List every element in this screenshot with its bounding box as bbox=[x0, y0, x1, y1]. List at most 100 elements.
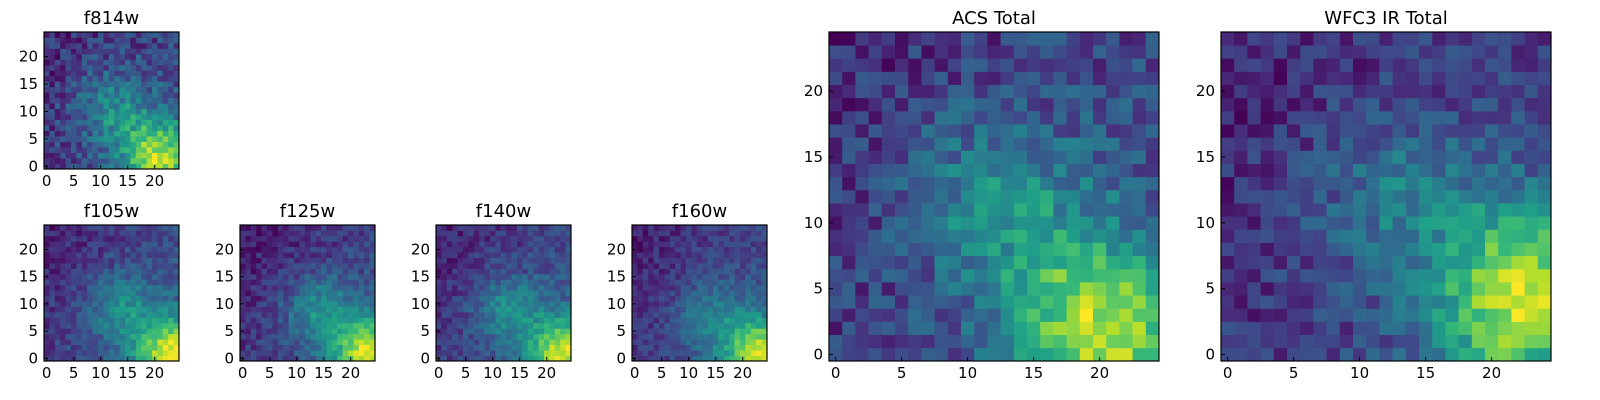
heatmap-cell bbox=[130, 328, 137, 335]
heatmap-cell bbox=[522, 317, 529, 324]
heatmap-cell bbox=[740, 333, 746, 340]
heatmap-cell bbox=[348, 225, 354, 231]
heatmap-cell bbox=[1392, 189, 1407, 204]
heatmap-cell bbox=[473, 284, 480, 291]
heatmap-cell bbox=[1524, 84, 1539, 99]
heatmap-cell bbox=[517, 322, 523, 329]
heatmap-cell bbox=[745, 350, 752, 356]
heatmap-cell bbox=[908, 268, 922, 283]
heatmap-cell bbox=[125, 136, 131, 142]
heatmap-cell bbox=[565, 284, 572, 291]
heatmap-cell bbox=[696, 317, 703, 324]
heatmap-cell bbox=[484, 322, 491, 329]
heatmap-cell bbox=[44, 263, 50, 269]
heatmap-cell bbox=[1392, 32, 1407, 46]
heatmap-cell bbox=[60, 279, 66, 286]
heatmap-cell bbox=[1287, 255, 1301, 270]
heatmap-cell bbox=[283, 268, 289, 275]
heatmap-cell bbox=[342, 273, 349, 280]
heatmap-cell bbox=[65, 141, 72, 148]
heatmap-cell bbox=[691, 317, 698, 324]
heatmap-cell bbox=[707, 333, 714, 340]
heatmap-cell bbox=[321, 235, 327, 242]
heatmap-cell bbox=[283, 322, 289, 329]
heatmap-cell bbox=[135, 64, 142, 71]
heatmap-cell bbox=[44, 295, 50, 302]
heatmap-cell bbox=[76, 225, 83, 231]
heatmap-cell bbox=[288, 306, 295, 313]
heatmap-cell bbox=[484, 301, 491, 307]
y-tick-label: 15 bbox=[19, 268, 38, 286]
heatmap-cell bbox=[92, 312, 99, 318]
heatmap-cell bbox=[304, 355, 311, 362]
heatmap-cell bbox=[1221, 282, 1235, 296]
heatmap-cell bbox=[1405, 347, 1420, 362]
heatmap-cell bbox=[152, 59, 158, 66]
heatmap-cell bbox=[173, 257, 180, 264]
heatmap-cell bbox=[441, 257, 448, 264]
heatmap-cell bbox=[446, 257, 453, 264]
heatmap-cell bbox=[1093, 229, 1107, 243]
heatmap-cell bbox=[468, 252, 475, 258]
heatmap-cell bbox=[675, 344, 681, 351]
heatmap-cell bbox=[157, 284, 164, 291]
heatmap-cell bbox=[1106, 58, 1120, 72]
heatmap-cell bbox=[130, 136, 137, 142]
heatmap-cell bbox=[315, 230, 322, 237]
heatmap-cell bbox=[76, 263, 83, 269]
heatmap-cell bbox=[114, 333, 120, 340]
heatmap-cell bbox=[511, 344, 518, 351]
heatmap-cell bbox=[157, 322, 164, 329]
heatmap-cell bbox=[560, 263, 566, 269]
heatmap-cell bbox=[71, 158, 77, 164]
heatmap-cell bbox=[1419, 203, 1433, 217]
heatmap-cell bbox=[1511, 229, 1525, 243]
heatmap-cell bbox=[1093, 255, 1107, 270]
heatmap-cell bbox=[855, 229, 869, 243]
heatmap-cell bbox=[691, 246, 698, 253]
heatmap-cell bbox=[452, 350, 458, 356]
heatmap-cell bbox=[81, 241, 88, 248]
heatmap-cell bbox=[707, 263, 714, 269]
heatmap-cell bbox=[560, 235, 566, 242]
heatmap-cell bbox=[829, 255, 843, 270]
heatmap-cell bbox=[1458, 334, 1473, 349]
heatmap-cell bbox=[44, 279, 50, 286]
heatmap-cell bbox=[500, 355, 507, 362]
heatmap-cell bbox=[1353, 268, 1367, 283]
heatmap-cell bbox=[315, 268, 322, 275]
heatmap-cell bbox=[135, 141, 142, 148]
heatmap-cell bbox=[686, 306, 692, 313]
heatmap-cell bbox=[1119, 282, 1133, 296]
heatmap-cell bbox=[1339, 308, 1354, 322]
heatmap-cell bbox=[713, 263, 719, 269]
heatmap-cell bbox=[1119, 334, 1133, 349]
heatmap-cell bbox=[718, 339, 725, 346]
heatmap-cell bbox=[152, 344, 158, 351]
heatmap-cell bbox=[468, 284, 475, 291]
heatmap-cell bbox=[152, 350, 158, 356]
heatmap-cell bbox=[130, 75, 137, 82]
heatmap-cell bbox=[168, 59, 174, 66]
heatmap-cell bbox=[245, 290, 252, 297]
heatmap-cell bbox=[468, 301, 475, 307]
heatmap-cell bbox=[348, 235, 354, 242]
heatmap-cell bbox=[637, 273, 644, 280]
heatmap-cell bbox=[294, 322, 300, 329]
heatmap-cell bbox=[729, 312, 735, 318]
heatmap-cell bbox=[1093, 45, 1107, 59]
heatmap-cell bbox=[245, 355, 252, 362]
heatmap-cell bbox=[1366, 282, 1380, 296]
heatmap-cell bbox=[500, 333, 507, 340]
heatmap-cell bbox=[1000, 242, 1015, 257]
heatmap-cell bbox=[974, 268, 988, 283]
heatmap-cell bbox=[1485, 295, 1499, 309]
heatmap-cell bbox=[65, 268, 72, 275]
heatmap-cell bbox=[1524, 268, 1539, 283]
heatmap-cell bbox=[855, 216, 869, 230]
heatmap-cell bbox=[511, 355, 518, 362]
heatmap-cell bbox=[1079, 268, 1094, 283]
heatmap-cell bbox=[1511, 321, 1525, 336]
heatmap-cell bbox=[261, 268, 268, 275]
heatmap-cell bbox=[1119, 176, 1133, 191]
